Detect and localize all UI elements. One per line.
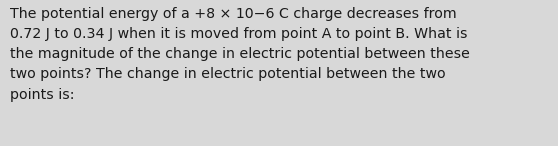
Text: The potential energy of a +8 × 10−6 C charge decreases from
0.72 J to 0.34 J whe: The potential energy of a +8 × 10−6 C ch… — [10, 7, 470, 101]
